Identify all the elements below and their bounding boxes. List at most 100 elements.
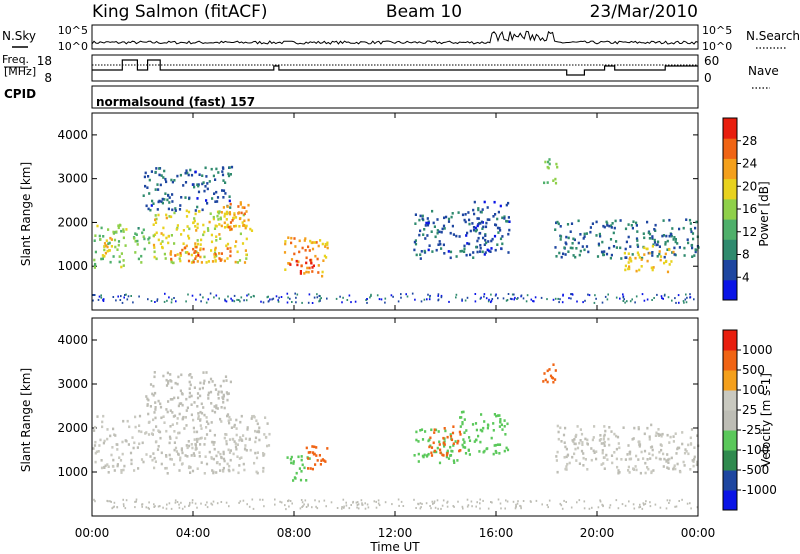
ground-cell	[504, 507, 506, 510]
data-cell	[626, 453, 629, 456]
data-cell	[312, 451, 315, 454]
data-cell	[577, 219, 580, 223]
data-cell	[445, 453, 449, 457]
data-cell	[173, 414, 177, 418]
ground-cell	[188, 503, 191, 506]
ground-cell	[339, 295, 341, 298]
data-cell	[197, 210, 201, 213]
data-cell	[227, 174, 231, 178]
data-cell	[499, 204, 502, 208]
data-cell	[494, 449, 497, 453]
data-cell	[238, 464, 241, 467]
ground-cell	[260, 300, 262, 303]
data-cell	[175, 450, 178, 453]
data-cell	[462, 445, 465, 449]
ground-cell	[641, 507, 644, 510]
data-cell	[436, 229, 439, 232]
data-cell	[107, 465, 110, 468]
data-cell	[600, 463, 603, 466]
data-cell	[186, 225, 189, 228]
data-cell	[199, 419, 202, 422]
data-cell	[601, 451, 604, 455]
data-cell	[297, 260, 300, 263]
data-cell	[94, 460, 97, 464]
ground-cell	[643, 503, 645, 506]
data-cell	[187, 440, 190, 443]
data-cell	[103, 242, 107, 245]
data-cell	[548, 162, 551, 166]
data-cell	[222, 206, 225, 209]
data-cell	[438, 461, 442, 465]
data-cell	[419, 229, 422, 233]
data-cell	[305, 256, 308, 260]
data-cell	[116, 248, 119, 251]
ground-cell	[511, 293, 514, 296]
data-cell	[112, 427, 115, 431]
data-cell	[149, 208, 152, 212]
ground-cell	[357, 503, 360, 506]
data-cell	[161, 240, 164, 243]
data-cell	[464, 220, 467, 224]
data-cell	[435, 450, 438, 454]
data-cell	[212, 443, 215, 446]
data-cell	[565, 455, 568, 459]
data-cell	[420, 250, 423, 253]
colorbar-tick-label: 4	[742, 270, 750, 284]
ground-cell	[153, 506, 155, 508]
data-cell	[157, 429, 160, 432]
data-cell	[211, 409, 214, 413]
data-cell	[203, 443, 206, 446]
data-cell	[174, 254, 177, 257]
data-cell	[168, 201, 171, 204]
data-cell	[112, 255, 115, 258]
data-cell	[683, 246, 686, 250]
data-cell	[490, 436, 493, 440]
data-cell	[579, 439, 582, 442]
data-cell	[610, 224, 613, 227]
ground-cell	[466, 505, 469, 508]
data-cell	[659, 433, 662, 437]
data-cell	[508, 220, 511, 223]
ground-cell	[479, 498, 481, 501]
data-cell	[476, 239, 479, 243]
data-cell	[459, 425, 462, 428]
ground-cell	[366, 503, 369, 506]
data-cell	[547, 160, 550, 164]
data-cell	[426, 223, 430, 227]
data-cell	[165, 408, 168, 411]
data-cell	[243, 468, 246, 472]
ground-cell	[207, 298, 210, 301]
data-cell	[196, 440, 199, 443]
ground-cell	[507, 293, 510, 295]
data-cell	[427, 221, 430, 225]
data-cell	[571, 455, 574, 459]
ground-cell	[608, 506, 611, 509]
data-cell	[180, 448, 183, 452]
data-cell	[315, 454, 318, 457]
data-cell	[501, 242, 504, 246]
colorbar-swatch	[723, 279, 737, 301]
colorbar-tick-label: 12	[742, 225, 757, 239]
data-cell	[218, 233, 221, 236]
colorbar-swatch	[723, 410, 737, 431]
ground-cell	[341, 506, 343, 508]
data-cell	[660, 444, 663, 447]
data-cell	[187, 259, 191, 263]
data-cell	[196, 396, 200, 400]
data-cell	[564, 253, 567, 256]
data-cell	[661, 234, 664, 238]
data-cell	[634, 465, 637, 468]
data-cell	[308, 249, 311, 252]
ground-cell	[457, 500, 459, 503]
data-cell	[215, 471, 218, 474]
ground-cell	[173, 297, 175, 299]
data-cell	[153, 233, 157, 236]
data-cell	[99, 238, 102, 241]
ground-cell	[578, 499, 581, 502]
ground-cell	[289, 500, 292, 502]
data-cell	[546, 380, 549, 384]
ground-cell	[601, 301, 604, 304]
ground-cell	[513, 293, 515, 296]
ground-cell	[330, 501, 333, 504]
data-cell	[184, 181, 188, 184]
